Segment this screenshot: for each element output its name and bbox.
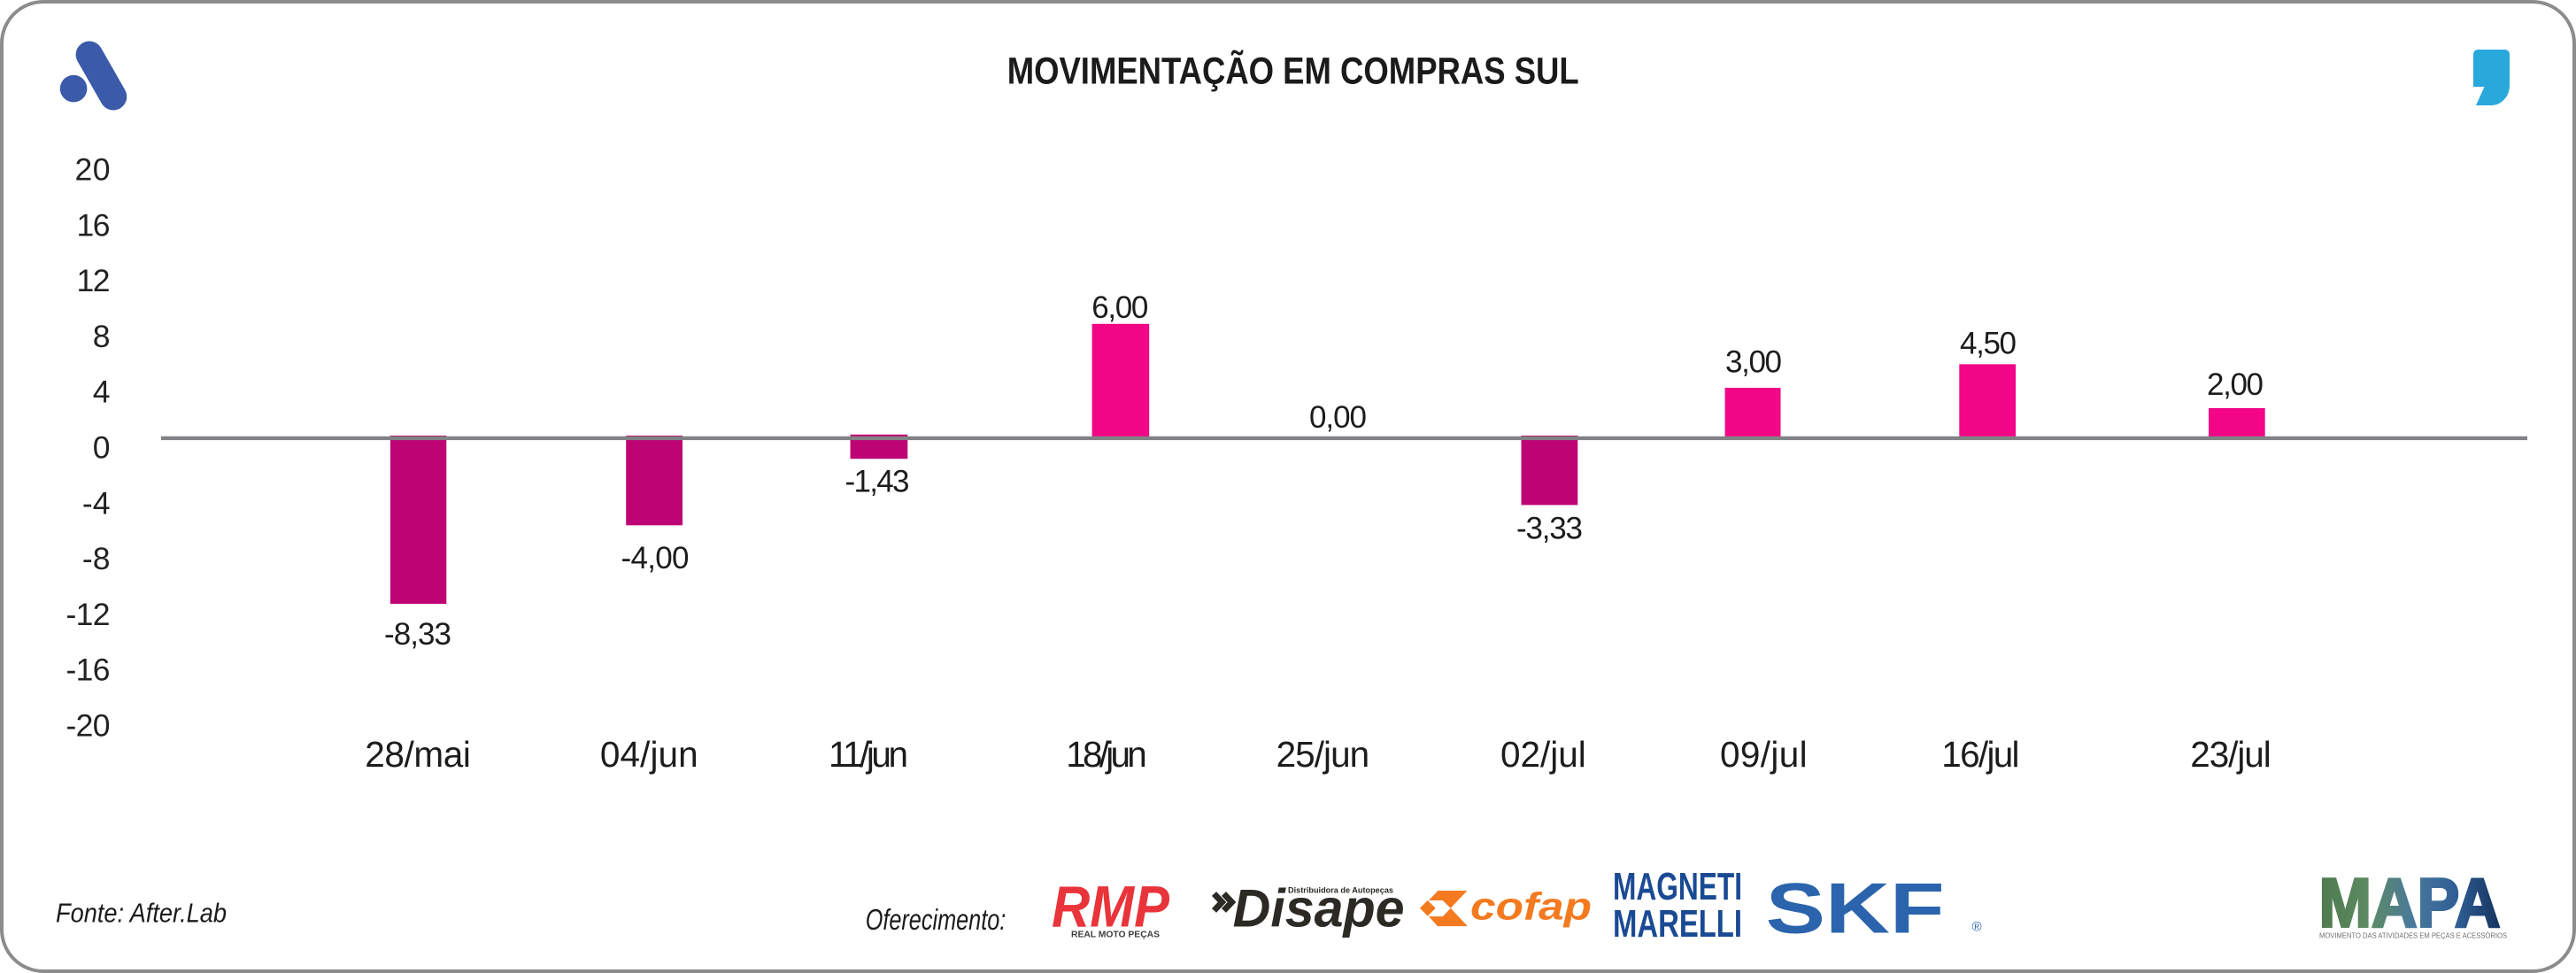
svg-text:-8: -8 xyxy=(82,541,111,576)
svg-text:16: 16 xyxy=(77,207,111,243)
svg-text:-1,43: -1,43 xyxy=(845,465,910,499)
svg-text:04/jun: 04/jun xyxy=(600,734,698,775)
svg-text:09/jul: 09/jul xyxy=(1720,734,1808,775)
svg-text:20: 20 xyxy=(75,152,111,188)
svg-text:Distribuidora de Autopeças: Distribuidora de Autopeças xyxy=(1288,886,1393,896)
svg-text:4: 4 xyxy=(93,375,111,410)
svg-text:®: ® xyxy=(1972,920,1982,935)
svg-text:25/jun: 25/jun xyxy=(1276,734,1370,775)
svg-text:-8,33: -8,33 xyxy=(384,617,451,652)
svg-text:6,00: 6,00 xyxy=(1091,290,1148,325)
svg-text:28/mai: 28/mai xyxy=(365,734,471,775)
svg-text:REAL MOTO PEÇAS: REAL MOTO PEÇAS xyxy=(1071,931,1160,940)
svg-text:MAPA: MAPA xyxy=(2319,864,2501,942)
svg-text:12: 12 xyxy=(77,263,111,298)
svg-text:Fonte: After.Lab: Fonte: After.Lab xyxy=(56,898,227,929)
svg-text:18/jun: 18/jun xyxy=(1066,734,1147,775)
svg-text:23/jul: 23/jul xyxy=(2190,734,2271,775)
svg-text:Oferecimento:: Oferecimento: xyxy=(866,903,1006,936)
svg-text:-20: -20 xyxy=(66,708,111,744)
svg-text:-4: -4 xyxy=(82,485,111,521)
svg-text:16/jul: 16/jul xyxy=(1941,734,2019,775)
svg-text:-12: -12 xyxy=(66,597,111,632)
svg-text:Disape: Disape xyxy=(1233,879,1405,938)
svg-text:-3,33: -3,33 xyxy=(1516,512,1583,546)
svg-text:3,00: 3,00 xyxy=(1725,345,1782,380)
svg-text:0,00: 0,00 xyxy=(1309,400,1367,435)
svg-text:02/jul: 02/jul xyxy=(1500,734,1586,775)
svg-text:MOVIMENTAÇÃO EM COMPRAS SUL: MOVIMENTAÇÃO EM COMPRAS SUL xyxy=(1007,50,1579,93)
svg-text:cofap: cofap xyxy=(1470,885,1592,929)
svg-text:MARELLI: MARELLI xyxy=(1613,902,1742,946)
svg-text:2,00: 2,00 xyxy=(2207,367,2264,402)
svg-text:11/jun: 11/jun xyxy=(829,734,908,775)
svg-text:0: 0 xyxy=(93,430,111,466)
svg-text:RMP: RMP xyxy=(1052,873,1170,938)
svg-text:SKF: SKF xyxy=(1766,869,1945,949)
svg-text:8: 8 xyxy=(93,319,111,354)
svg-text:MOVIMENTO DAS ATIVIDADES EM PE: MOVIMENTO DAS ATIVIDADES EM PEÇAS E ACES… xyxy=(2319,932,2507,940)
svg-text:-16: -16 xyxy=(66,653,111,688)
svg-text:MAGNETI: MAGNETI xyxy=(1613,865,1742,908)
svg-text:4,50: 4,50 xyxy=(1960,327,2017,361)
svg-text:-4,00: -4,00 xyxy=(621,541,690,575)
